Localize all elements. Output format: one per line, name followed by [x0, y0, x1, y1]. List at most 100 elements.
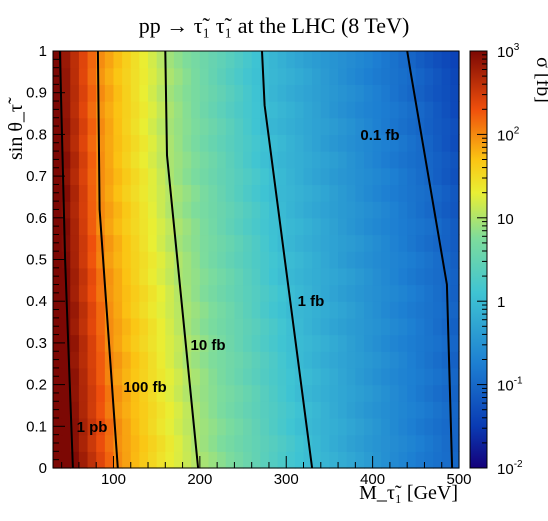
heatmap-cell: [243, 201, 253, 219]
heatmap-cell: [260, 51, 270, 69]
heatmap-cell: [61, 251, 71, 269]
heatmap-cell: [363, 201, 374, 219]
heatmap-cell: [329, 84, 339, 102]
heatmap-cell: [225, 51, 236, 69]
heatmap-cell: [87, 84, 97, 102]
heatmap-cell: [191, 234, 201, 252]
heatmap-cell: [424, 351, 434, 369]
heatmap-cell: [260, 251, 270, 269]
heatmap-cell: [208, 451, 218, 469]
heatmap-cell: [277, 217, 287, 236]
heatmap-cell: [165, 117, 175, 135]
heatmap-cell: [363, 417, 374, 436]
heatmap-cell: [96, 401, 106, 419]
heatmap-cell: [415, 234, 426, 252]
heatmap-cell: [303, 284, 313, 302]
heatmap-cell: [156, 301, 166, 319]
heatmap-cell: [294, 51, 305, 69]
heatmap-cell: [441, 451, 451, 469]
heatmap-cell: [329, 401, 339, 419]
heatmap-cell: [113, 401, 123, 419]
heatmap-cell: [130, 401, 140, 419]
heatmap-cell: [433, 251, 443, 269]
heatmap-cell: [243, 417, 253, 436]
heatmap-cell: [372, 451, 382, 469]
heatmap-cell: [122, 167, 132, 186]
heatmap-cell: [225, 417, 236, 436]
heatmap-cell: [407, 151, 417, 169]
heatmap-cell: [294, 101, 305, 119]
heatmap-cell: [234, 101, 244, 119]
heatmap-cell: [355, 434, 365, 452]
heatmap-cell: [389, 217, 400, 236]
heatmap-cell: [148, 234, 158, 252]
heatmap-cell: [303, 67, 313, 85]
heatmap-cell: [165, 334, 175, 352]
heatmap-cell: [398, 334, 408, 352]
heatmap-cell: [355, 67, 365, 85]
heatmap-cell: [277, 334, 287, 352]
heatmap-cell: [312, 184, 322, 202]
heatmap-cell: [225, 117, 236, 135]
heatmap-cell: [389, 51, 400, 69]
heatmap-cell: [312, 284, 322, 302]
heatmap-cell: [208, 317, 218, 336]
heatmap-cell: [389, 184, 400, 202]
heatmap-cell: [433, 284, 443, 302]
heatmap-cell: [199, 51, 210, 69]
heatmap-cell: [277, 134, 287, 152]
heatmap-cell: [70, 251, 80, 269]
heatmap-cell: [424, 367, 434, 386]
heatmap-cell: [122, 434, 132, 452]
heatmap-cell: [441, 67, 451, 85]
heatmap-cell: [104, 184, 115, 202]
heatmap-cell: [389, 167, 400, 186]
heatmap-cell: [217, 251, 227, 269]
heatmap-cell: [78, 434, 89, 452]
heatmap-cell: [156, 134, 166, 152]
heatmap-cell: [243, 67, 253, 85]
heatmap-cell: [441, 367, 451, 386]
heatmap-cell: [243, 267, 253, 286]
heatmap-cell: [355, 117, 365, 135]
heatmap-cell: [338, 401, 348, 419]
heatmap-cell: [320, 317, 331, 336]
heatmap-cell: [156, 351, 166, 369]
heatmap-cell: [113, 417, 123, 436]
heatmap-cell: [61, 67, 71, 85]
heatmap-cell: [139, 167, 149, 186]
heatmap-cell: [389, 351, 400, 369]
heatmap-cell: [225, 201, 236, 219]
heatmap-cell: [96, 301, 106, 319]
heatmap-cell: [165, 217, 175, 236]
heatmap-cell: [398, 167, 408, 186]
heatmap-cell: [329, 51, 339, 69]
heatmap-cell: [182, 151, 192, 169]
heatmap-cell: [398, 251, 408, 269]
heatmap-cell: [294, 284, 305, 302]
heatmap-cell: [251, 284, 261, 302]
heatmap-cell: [286, 101, 296, 119]
heatmap-cell: [450, 367, 460, 386]
heatmap-cell: [182, 434, 192, 452]
heatmap-cell: [225, 384, 236, 402]
heatmap-cell: [320, 451, 331, 469]
heatmap-cell: [381, 67, 391, 85]
heatmap-cell: [70, 284, 80, 302]
heatmap-cell: [173, 184, 184, 202]
contour-line: [406, 50, 454, 469]
heatmap-cell: [398, 317, 408, 336]
heatmap-cell: [251, 384, 261, 402]
heatmap-cell: [243, 367, 253, 386]
heatmap-cell: [191, 117, 201, 135]
heatmap-cell: [277, 67, 287, 85]
heatmap-cell: [329, 67, 339, 85]
heatmap-cell: [208, 284, 218, 302]
heatmap-cell: [363, 117, 374, 135]
heatmap-cell: [191, 334, 201, 352]
heatmap-cell: [389, 251, 400, 269]
heatmap-cell: [96, 101, 106, 119]
heatmap-cell: [433, 434, 443, 452]
heatmap-cell: [450, 401, 460, 419]
heatmap-cell: [173, 434, 184, 452]
